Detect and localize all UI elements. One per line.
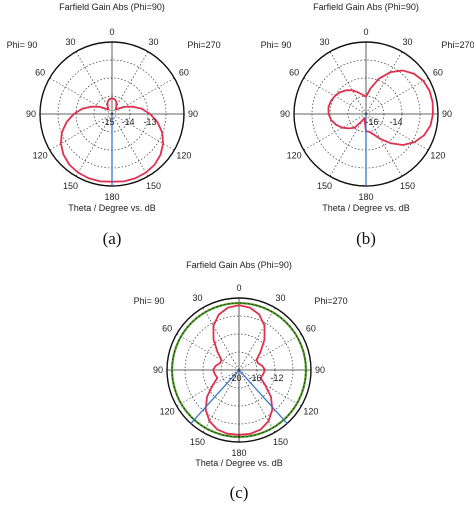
polar-chart-b: Farfield Gain Abs (Phi=90) 0 30 60 90 120 150 1… (261, 2, 474, 248)
angle-tick-label: 30 (192, 293, 202, 303)
angle-tick-label: 180 (231, 448, 246, 458)
radial-tick-label: -14 (121, 117, 134, 127)
angle-tick-label: 30 (275, 293, 285, 303)
grid-spoke (238, 333, 302, 371)
angle-tick-label: 150 (146, 181, 161, 191)
angle-tick-label: 120 (176, 151, 191, 161)
radial-tick-label: -16 (365, 117, 378, 127)
angle-tick-label: 120 (33, 151, 48, 161)
radial-tick-label: -16 (248, 373, 261, 383)
phi-left-label: Phi= 90 (261, 40, 292, 50)
angle-tick-label: 120 (303, 407, 318, 417)
angle-tick-label: 90 (26, 109, 36, 119)
angle-tick-label: 150 (273, 437, 288, 447)
angle-tick-label: 90 (188, 109, 198, 119)
axis-label: Theta / Degree vs. dB (322, 203, 410, 213)
angle-tick-label: 120 (287, 151, 302, 161)
grid-spoke (176, 369, 240, 407)
polar-chart-c: Farfield Gain Abs (Phi=90) 0 30 60 90 120 150 1… (134, 260, 348, 502)
phi-right-label: Phi=270 (187, 40, 220, 50)
angle-tick-label: 60 (306, 324, 316, 334)
angle-tick-label: 60 (162, 324, 172, 334)
grid-spoke (238, 307, 276, 371)
grid-spoke (111, 113, 175, 151)
grid-spoke (238, 369, 276, 433)
phi-left-label: Phi= 90 (134, 296, 165, 306)
angle-tick-label: 60 (179, 68, 189, 78)
angle-tick-label: 180 (358, 192, 373, 202)
angle-tick-label: 0 (363, 27, 368, 37)
grid-spoke (202, 369, 240, 433)
panel-caption: (c) (230, 483, 249, 502)
angle-tick-label: 120 (430, 151, 445, 161)
beam-width-line (238, 369, 288, 424)
angle-tick-label: 60 (433, 68, 443, 78)
angle-tick-label: 30 (65, 37, 75, 47)
radial-tick-label: -15 (101, 117, 114, 127)
grid-spoke (238, 369, 302, 407)
beam-width-line (190, 369, 240, 424)
angle-tick-label: 90 (442, 109, 452, 119)
radial-tick-label: -13 (143, 117, 156, 127)
radial-tick-label: -20 (228, 373, 241, 383)
grid-spoke (303, 113, 367, 151)
grid-spoke (176, 333, 240, 371)
grid-spoke (202, 307, 240, 371)
radiation-pattern (327, 69, 434, 146)
chart-title: Farfield Gain Abs (Phi=90) (186, 260, 292, 270)
grid-spoke (365, 77, 429, 115)
angle-tick-label: 90 (315, 365, 325, 375)
grid-spoke (111, 113, 149, 177)
grid-spoke (365, 113, 429, 151)
angle-tick-label: 120 (160, 407, 175, 417)
polar-chart-a: Farfield Gain Abs (Phi=90) 0 30 60 90 120 150 1… (7, 2, 221, 248)
grid-spoke (49, 113, 113, 151)
phi-right-label: Phi=270 (441, 40, 474, 50)
grid-spoke (365, 113, 403, 177)
angle-tick-label: 90 (153, 365, 163, 375)
grid-spoke (75, 51, 113, 115)
angle-tick-label: 150 (190, 437, 205, 447)
angle-tick-label: 30 (402, 37, 412, 47)
angle-tick-label: 60 (289, 68, 299, 78)
grid-spoke (75, 113, 113, 177)
radial-tick-label: -14 (389, 117, 402, 127)
panel-caption: (b) (356, 229, 376, 248)
angle-tick-label: 0 (236, 283, 241, 293)
axis-label: Theta / Degree vs. dB (68, 203, 156, 213)
grid-spoke (329, 51, 367, 115)
angle-tick-label: 150 (317, 181, 332, 191)
panel-caption: (a) (103, 229, 122, 248)
angle-tick-label: 60 (35, 68, 45, 78)
angle-tick-label: 150 (63, 181, 78, 191)
angle-tick-label: 30 (148, 37, 158, 47)
angle-tick-label: 30 (319, 37, 329, 47)
grid-spoke (365, 51, 403, 115)
phi-right-label: Phi=270 (314, 296, 347, 306)
radial-tick-label: -12 (270, 373, 283, 383)
grid-spoke (329, 113, 367, 177)
chart-title: Farfield Gain Abs (Phi=90) (59, 2, 165, 12)
chart-title: Farfield Gain Abs (Phi=90) (313, 2, 419, 12)
grid-spoke (111, 51, 149, 115)
angle-tick-label: 150 (400, 181, 415, 191)
axis-label: Theta / Degree vs. dB (195, 458, 283, 468)
angle-tick-label: 90 (280, 109, 290, 119)
phi-left-label: Phi= 90 (7, 40, 38, 50)
angle-tick-label: 0 (109, 27, 114, 37)
angle-tick-label: 180 (104, 192, 119, 202)
